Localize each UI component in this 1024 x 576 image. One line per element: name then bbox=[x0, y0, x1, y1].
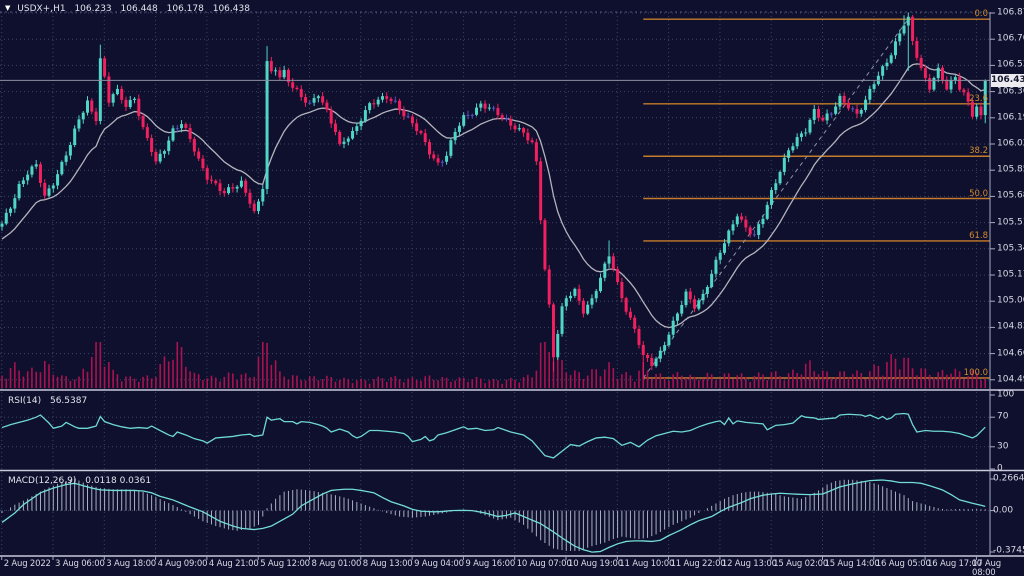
price-tick-label: 105.685 bbox=[997, 190, 1024, 201]
price-tick-label: 106.195 bbox=[997, 112, 1024, 123]
fibonacci-level-label[interactable]: 50.0 bbox=[969, 188, 988, 199]
time-tick-label: 3 Aug 06:00 bbox=[55, 559, 105, 569]
fibonacci-level-label[interactable]: 100.0 bbox=[963, 367, 988, 378]
fibonacci-level-label[interactable]: 61.8 bbox=[969, 230, 988, 241]
time-tick-label: 10 Aug 07:00 bbox=[516, 559, 572, 569]
price-tick-label: 106.535 bbox=[997, 59, 1024, 70]
price-tick-label: 106.025 bbox=[997, 138, 1024, 149]
time-tick-label: 15 Aug 02:00 bbox=[773, 559, 829, 569]
ohlc-close: 106.438 bbox=[212, 4, 250, 14]
symbol-timeframe: USDX+,H1 bbox=[17, 4, 66, 14]
volume-bars bbox=[1, 342, 987, 388]
price-tick-label: 105.175 bbox=[997, 269, 1024, 280]
price-tick-label: 104.835 bbox=[997, 321, 1024, 332]
time-tick-label: 4 Aug 21:00 bbox=[208, 559, 259, 569]
price-tick-label: 106.365 bbox=[997, 86, 1024, 97]
price-tick-label: 104.495 bbox=[997, 374, 1024, 385]
axis-tick-marks bbox=[1, 12, 995, 560]
time-tick-label: 12 Aug 13:00 bbox=[721, 559, 777, 569]
rsi-indicator-label: RSI(14) 56.5387 bbox=[8, 396, 93, 407]
macd-signal-line[interactable] bbox=[1, 479, 986, 553]
time-tick-label: 15 Aug 14:00 bbox=[824, 559, 880, 569]
time-tick-label: 9 Aug 04:00 bbox=[414, 559, 464, 569]
time-tick-label: 11 Aug 22:00 bbox=[670, 559, 726, 569]
ohlc-low: 106.178 bbox=[166, 4, 204, 14]
rsi-tick-label: 70 bbox=[997, 411, 1009, 422]
fibonacci-retracement[interactable] bbox=[643, 18, 990, 379]
time-tick-label: 10 Aug 19:00 bbox=[568, 559, 623, 569]
price-tick-label: 105.005 bbox=[997, 295, 1024, 306]
time-tick-label: 16 Aug 17:00 bbox=[927, 559, 983, 569]
price-tick-label: 106.705 bbox=[997, 33, 1024, 44]
time-tick-label: 17 Aug 08:00 bbox=[972, 559, 1001, 576]
chart-title: ▼ USDX+,H1 106.233 106.448 106.178 106.4… bbox=[5, 3, 256, 15]
panel-separators bbox=[0, 12, 1024, 557]
macd-tick-label: -0.3745 bbox=[993, 545, 1024, 556]
time-tick-label: 16 Aug 05:00 bbox=[875, 559, 931, 569]
rsi-value: 56.5387 bbox=[49, 396, 88, 406]
time-tick-label: 8 Aug 13:00 bbox=[362, 559, 413, 569]
macd-values: 0.0118 0.0361 bbox=[85, 476, 152, 486]
macd-indicator-label: MACD(12,26,9) 0.0118 0.0361 bbox=[8, 476, 157, 487]
macd-tick-label: 0.00 bbox=[993, 505, 1014, 516]
ohlc-high: 106.448 bbox=[120, 4, 158, 14]
price-tick-label: 106.875 bbox=[997, 7, 1024, 18]
time-tick-label: 2 Aug 2022 bbox=[3, 559, 51, 569]
moving-average-line[interactable] bbox=[1, 63, 986, 329]
rsi-tick-label: 0 bbox=[997, 463, 1003, 474]
rsi-line[interactable] bbox=[1, 412, 986, 459]
fibonacci-level-label[interactable]: 0.0 bbox=[974, 9, 988, 20]
time-tick-label: 4 Aug 09:00 bbox=[157, 559, 208, 569]
time-tick-label: 3 Aug 18:00 bbox=[106, 559, 157, 569]
rsi-name: RSI(14) bbox=[8, 396, 42, 406]
price-tick-label: 105.345 bbox=[997, 243, 1024, 254]
current-price-badge: 106.438 bbox=[991, 74, 1024, 87]
fibonacci-level-label[interactable]: 38.2 bbox=[969, 146, 988, 157]
ohlc-open: 106.233 bbox=[74, 4, 112, 14]
fibonacci-level-label[interactable]: 23.6 bbox=[969, 93, 988, 104]
price-tick-label: 104.665 bbox=[997, 348, 1024, 359]
time-tick-label: 8 Aug 01:00 bbox=[311, 559, 362, 569]
collapse-triangle-icon[interactable]: ▼ bbox=[5, 4, 11, 12]
macd-name: MACD(12,26,9) bbox=[8, 476, 77, 486]
price-tick-label: 105.515 bbox=[997, 217, 1024, 228]
time-tick-label: 5 Aug 12:00 bbox=[260, 559, 310, 569]
time-tick-label: 11 Aug 10:00 bbox=[619, 559, 675, 569]
rsi-tick-label: 100 bbox=[997, 389, 1015, 400]
rsi-tick-label: 30 bbox=[997, 441, 1009, 452]
time-tick-label: 9 Aug 16:00 bbox=[465, 559, 516, 569]
macd-tick-label: 0.2664 bbox=[993, 473, 1024, 484]
grid bbox=[0, 12, 990, 556]
candles[interactable] bbox=[0, 12, 987, 380]
price-tick-label: 105.855 bbox=[997, 164, 1024, 175]
macd-histogram bbox=[1, 478, 986, 551]
